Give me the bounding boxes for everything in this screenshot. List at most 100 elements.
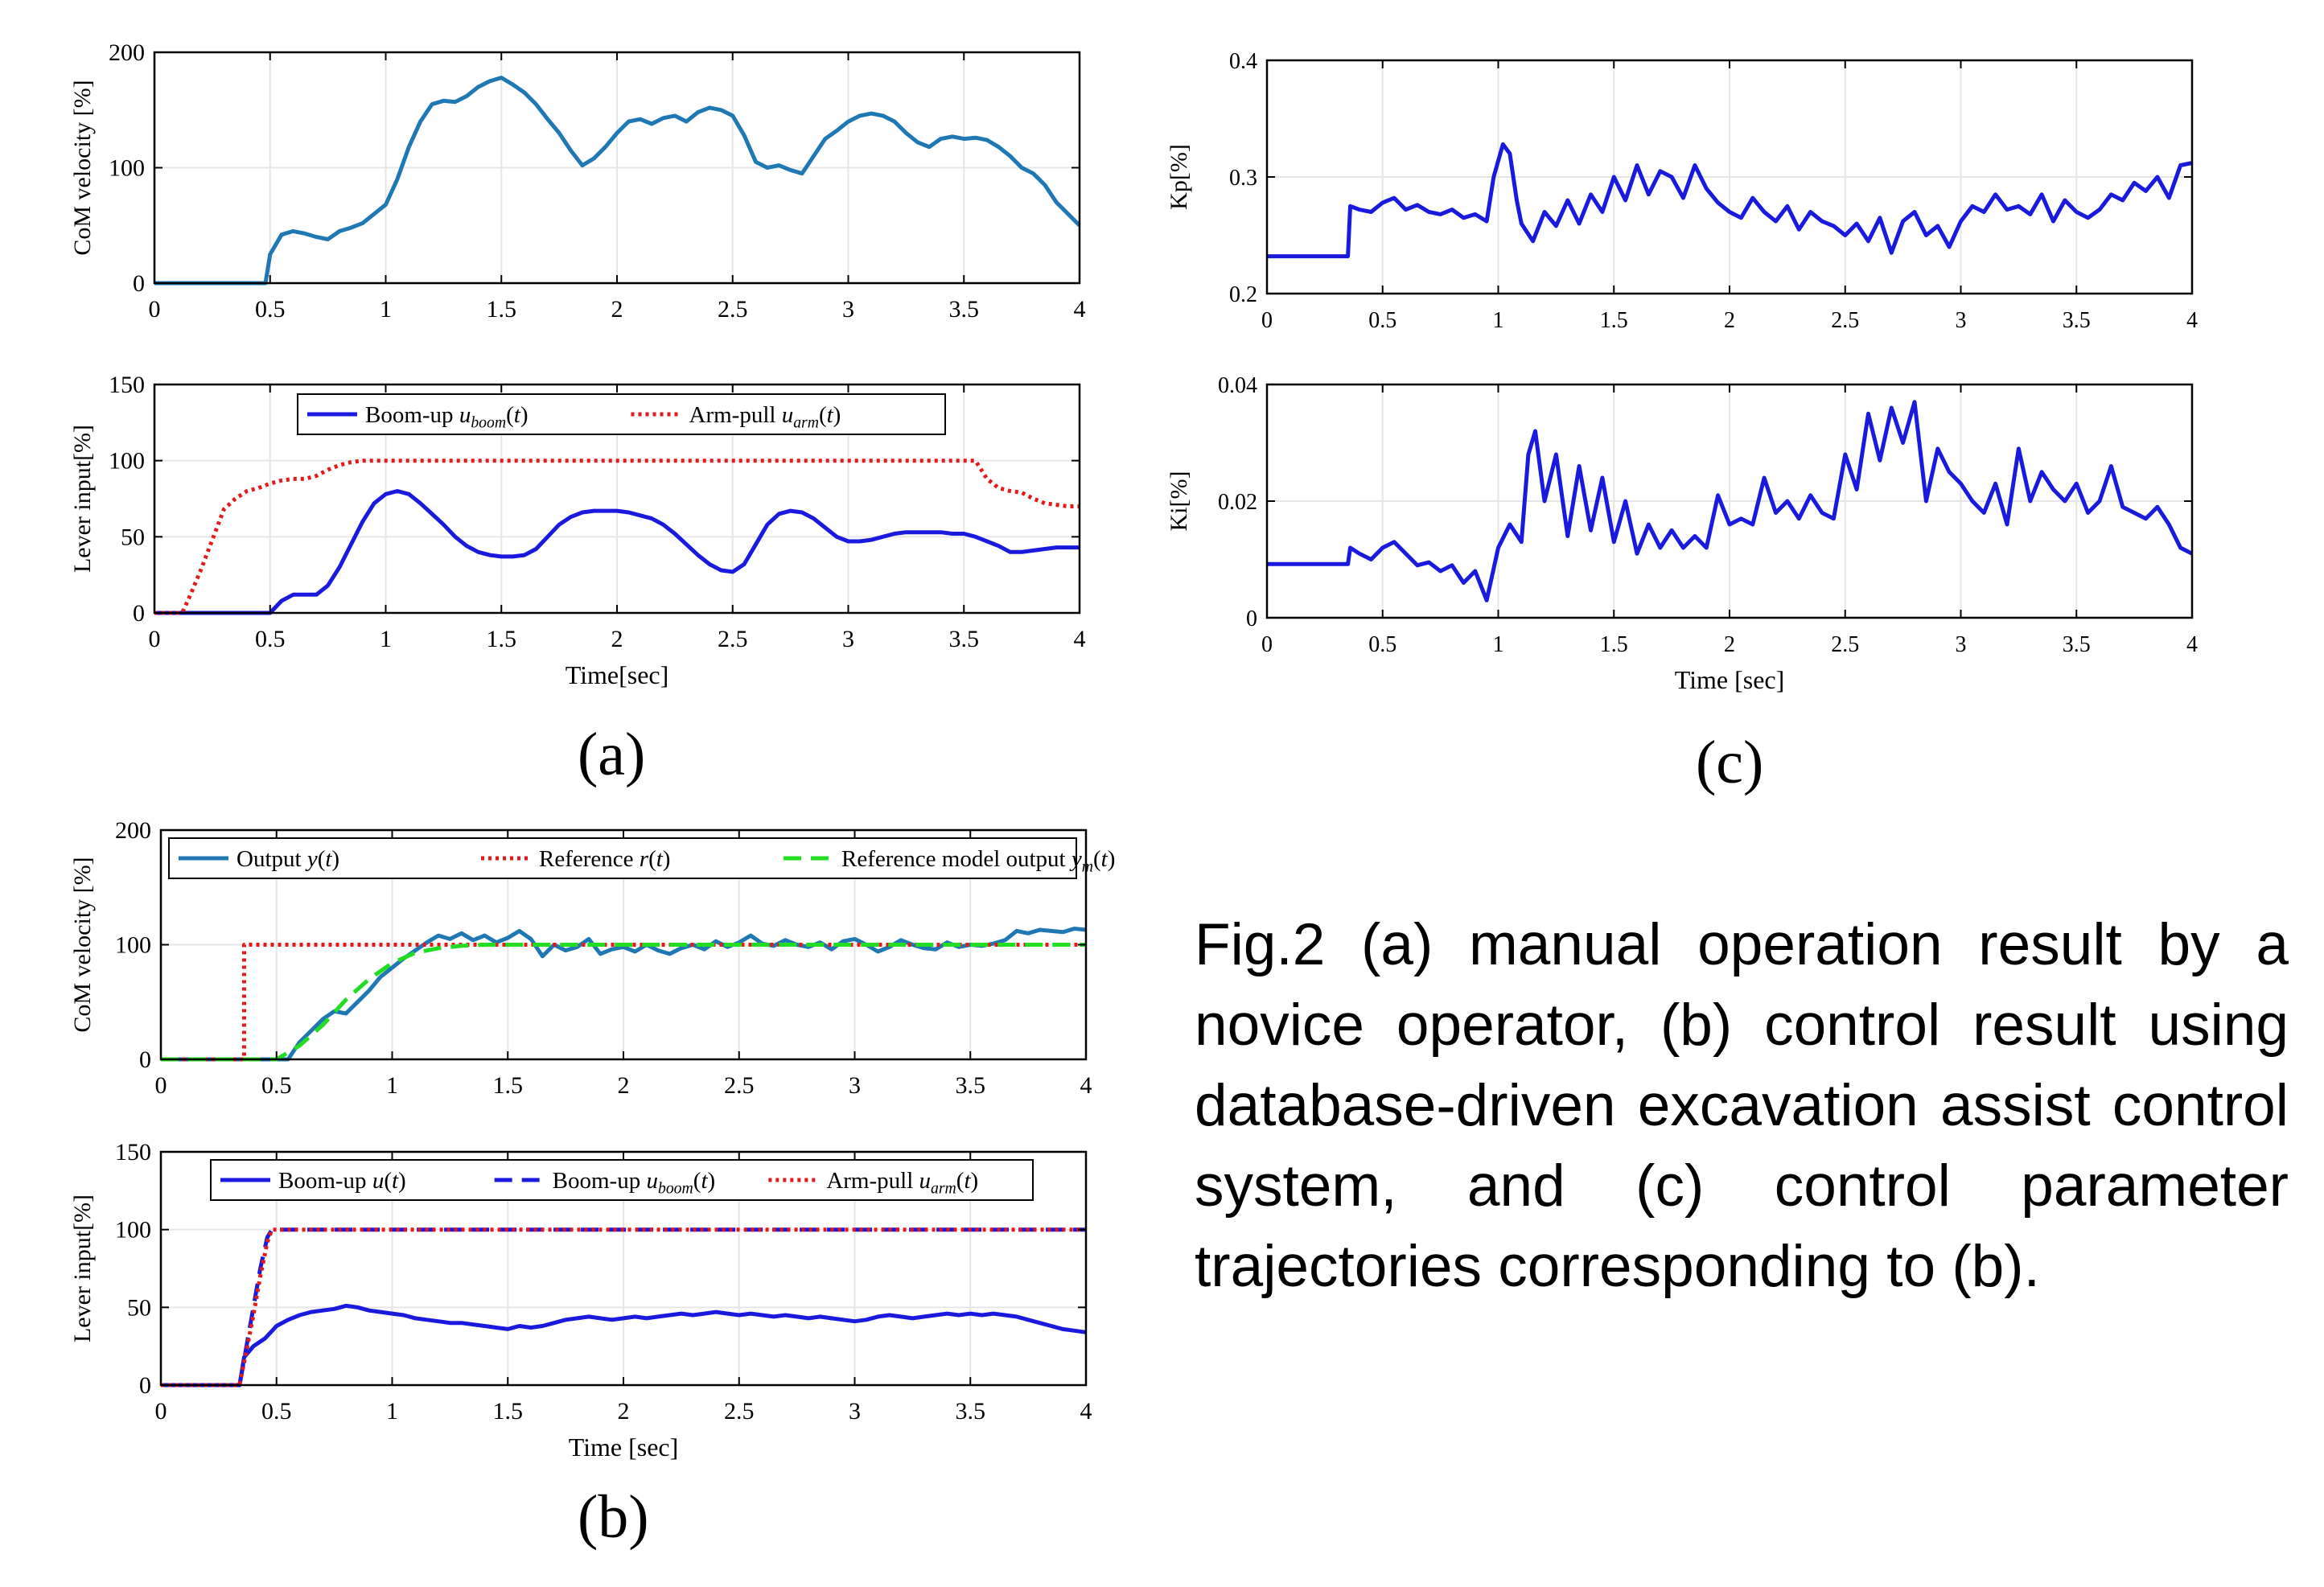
y-tick-label: 0.4: [1229, 49, 1257, 74]
x-tick-label: 0.5: [255, 626, 286, 652]
series-line-2: [161, 943, 1086, 1062]
x-tick-label: 0: [149, 296, 161, 323]
x-tick-label: 4: [1080, 1072, 1092, 1099]
x-tick-label: 4: [2186, 632, 2198, 657]
series-line-3: [161, 943, 1086, 1062]
x-tick-label: 3: [842, 626, 854, 652]
y-axis-label: Ki[%]: [1166, 471, 1192, 532]
x-tick-label: 3: [1956, 308, 1967, 333]
y-tick-label: 0: [133, 270, 145, 297]
x-tick-label: 1.5: [493, 1072, 524, 1099]
x-tick-label: 3.5: [2063, 308, 2091, 333]
y-axis-label: Kp[%]: [1166, 144, 1192, 210]
y-tick-label: 0.2: [1229, 282, 1257, 307]
legend-label: Boom-up uboom(t): [553, 1168, 716, 1197]
x-tick-label: 4: [2186, 308, 2198, 333]
series-line-1: [1267, 142, 2193, 259]
x-tick-label: 1.5: [487, 296, 517, 323]
x-tick-label: 3.5: [949, 296, 980, 323]
x-tick-label: 3.5: [956, 1398, 986, 1425]
y-tick-label: 0: [1246, 606, 1257, 631]
x-tick-label: 2.5: [724, 1398, 755, 1425]
y-axis-label: Lever input[%]: [69, 1194, 96, 1342]
y-tick-label: 0: [139, 1372, 151, 1399]
x-tick-label: 1.5: [487, 626, 517, 652]
x-tick-label: 2: [618, 1072, 630, 1099]
series-line-1: [154, 489, 1080, 615]
x-tick-label: 3: [1956, 632, 1967, 657]
chart-c-kp: 0 0.5 1 1.5 2 2.5 3 3.5 4 0.2 0.3 0.4 Kp[%]: [1166, 49, 2198, 333]
legend-label: Boom-up uboom(t): [365, 402, 529, 431]
chart-b-com-velocity: 0 0.5 1 1.5 2 2.5 3 3.5 4 0 100 200 CoM velocity [%]…: [69, 817, 1115, 1099]
y-tick-label: 50: [127, 1294, 151, 1321]
chart-a-com-velocity: 0 0.5 1 1.5 2 2.5 3 3.5 4 0 100 200 CoM velocity [%]: [69, 39, 1086, 323]
y-tick-label: 100: [109, 155, 145, 182]
legend-label: Output y(t): [237, 846, 339, 872]
x-tick-label: 1: [380, 626, 392, 652]
series-line-1: [161, 1303, 1087, 1388]
legend-label: Reference r(t): [539, 846, 670, 872]
y-tick-label: 0.02: [1218, 490, 1257, 515]
x-tick-label: 3: [849, 1398, 861, 1425]
y-tick-label: 150: [109, 372, 145, 398]
y-axis-label: Lever input[%]: [69, 425, 96, 573]
x-tick-label: 0.5: [1368, 632, 1396, 657]
legend-label: Boom-up u(t): [278, 1168, 406, 1194]
x-tick-label: 1.5: [1600, 632, 1628, 657]
legend-label: Arm-pull uarm(t): [826, 1168, 978, 1197]
y-tick-label: 100: [115, 1217, 151, 1244]
x-tick-label: 1.5: [493, 1398, 524, 1425]
x-tick-label: 3: [842, 296, 854, 323]
series-line-2: [161, 1227, 1086, 1388]
x-tick-label: 1: [1493, 632, 1504, 657]
x-tick-label: 4: [1080, 1398, 1092, 1425]
x-tick-label: 2: [1724, 308, 1735, 333]
panel-label-b: (b): [578, 1483, 649, 1551]
x-tick-label: 1: [386, 1072, 398, 1099]
x-tick-label: 1: [1493, 308, 1504, 333]
y-tick-label: 200: [109, 39, 145, 66]
x-tick-label: 1.5: [1600, 308, 1628, 333]
x-tick-label: 0: [155, 1072, 167, 1099]
x-tick-label: 2.5: [1831, 632, 1859, 657]
y-tick-label: 100: [109, 448, 145, 475]
x-tick-label: 2.5: [718, 626, 748, 652]
y-tick-label: 150: [115, 1139, 151, 1166]
x-tick-label: 1: [380, 296, 392, 323]
x-tick-label: 3.5: [956, 1072, 986, 1099]
x-tick-label: 2: [611, 296, 623, 323]
y-axis-label: CoM velocity [%]: [69, 80, 96, 255]
panel-label-c: (c): [1696, 729, 1764, 796]
series-line-2: [154, 458, 1080, 615]
y-tick-label: 200: [115, 817, 151, 844]
x-tick-label: 0.5: [1368, 308, 1396, 333]
x-axis-label: Time [sec]: [569, 1433, 679, 1462]
x-tick-label: 3: [849, 1072, 861, 1099]
legend-label: Arm-pull uarm(t): [689, 402, 841, 431]
chart-a-lever-input: 0 0.5 1 1.5 2 2.5 3 3.5 4 0 50 100 150 Lever input[%]…: [69, 372, 1086, 689]
series-line-1: [1267, 400, 2194, 602]
x-tick-label: 0.5: [255, 296, 286, 323]
x-tick-label: 2.5: [1831, 308, 1859, 333]
panel-label-a: (a): [578, 721, 646, 788]
chart-c-ki: 0 0.5 1 1.5 2 2.5 3 3.5 4 0 0.02 0.04 Ki[%] Time [sec…: [1166, 373, 2198, 694]
x-tick-label: 2: [611, 626, 623, 652]
x-tick-label: 0: [1261, 308, 1273, 333]
legend-box: [168, 837, 1077, 879]
y-tick-label: 50: [121, 524, 145, 550]
y-tick-label: 0: [133, 600, 145, 627]
legend-box: [297, 393, 946, 435]
x-tick-label: 2: [1724, 632, 1735, 657]
x-tick-label: 1: [386, 1398, 398, 1425]
y-tick-label: 0.04: [1218, 373, 1257, 398]
chart-b-lever-input: 0 0.5 1 1.5 2 2.5 3 3.5 4 0 50 100 150 Lever input[%]…: [69, 1139, 1092, 1462]
x-tick-label: 3.5: [949, 626, 980, 652]
x-tick-label: 2: [618, 1398, 630, 1425]
x-tick-label: 4: [1074, 626, 1086, 652]
y-axis-label: CoM velocity [%]: [69, 857, 96, 1032]
x-tick-label: 0.5: [261, 1398, 292, 1425]
x-tick-label: 0.5: [261, 1072, 292, 1099]
figure-caption: Fig.2 (a) manual operation result by a n…: [1195, 912, 2289, 1299]
x-tick-label: 2.5: [718, 296, 748, 323]
x-tick-label: 0: [155, 1398, 167, 1425]
